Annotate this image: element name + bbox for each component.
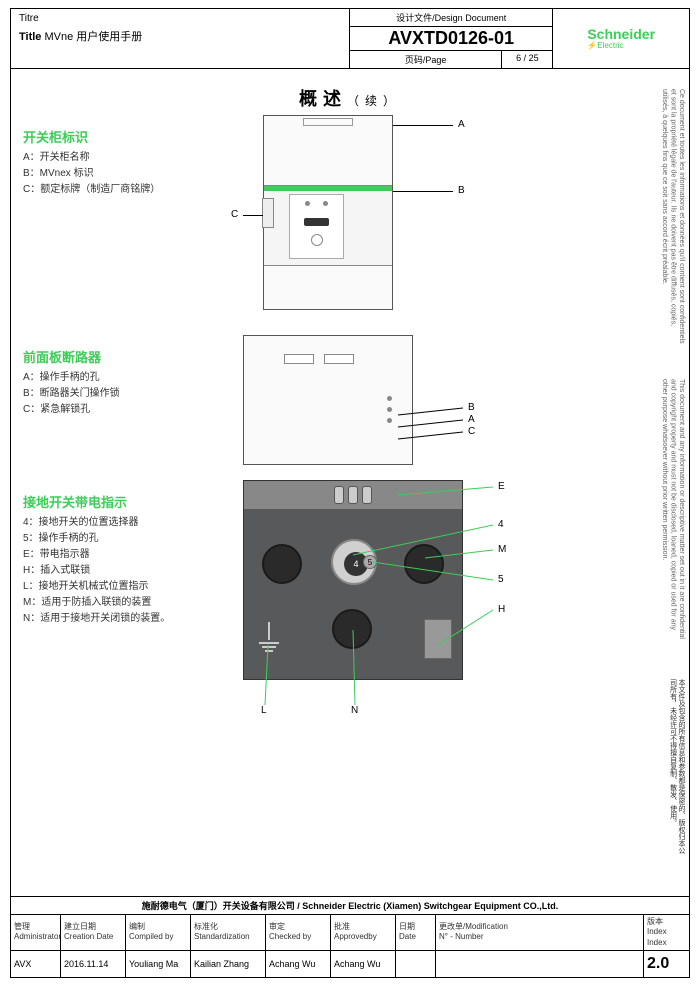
item-list: A：操作手柄的孔 B：断路器关门操作锁 C：紧急解锁孔 xyxy=(23,370,203,418)
section-ground-switch: 接地开关带电指示 4：接地开关的位置选择器 5：操作手柄的孔 E：带电指示器 H… xyxy=(23,480,677,680)
label-A: A xyxy=(458,119,465,130)
item-list: A：开关柜名称 B：MVnex 标识 C：额定标牌（制造厂商铭牌） xyxy=(23,150,203,198)
header-left: Titre Title MVne 用户使用手册 xyxy=(11,9,350,68)
logo-cell: Schneider ⚡Electric xyxy=(553,9,689,68)
side-disclaimer-en: This document and any information or des… xyxy=(660,379,685,639)
section-title: 前面板断路器 xyxy=(23,347,203,366)
section-front-panel: 前面板断路器 A：操作手柄的孔 B：断路器关门操作锁 C：紧急解锁孔 xyxy=(23,335,677,465)
section-cabinet-id: 开关柜标识 A：开关柜名称 B：MVnex 标识 C：额定标牌（制造厂商铭牌） xyxy=(23,115,677,310)
label-A: A xyxy=(468,414,475,425)
label-L: L xyxy=(261,705,267,716)
doc-label: 设计文件/Design Document xyxy=(350,9,552,27)
cabinet-diagram: A B C xyxy=(203,115,677,310)
page-row: 页码/Page 6 / 25 xyxy=(350,50,552,68)
side-disclaimer-fr: Ce document et toutes les informations e… xyxy=(660,89,685,349)
footer: 施耐德电气（厦门）开关设备有限公司 / Schneider Electric (… xyxy=(11,896,689,977)
side-disclaimer-cn: 本文件及包含的所有信息和参数都是保密的、版权归本公司所有，未经许可不得擅自复制、… xyxy=(668,679,685,859)
ground-switch-diagram: 4 5 xyxy=(203,480,677,680)
logo-subtitle: ⚡Electric xyxy=(587,41,655,50)
version: 2.0 xyxy=(647,955,686,973)
section-title: 开关柜标识 xyxy=(23,127,203,146)
main-title: 概述（续） xyxy=(23,85,677,111)
label-C: C xyxy=(468,426,475,437)
title-line: Title MVne 用户使用手册 xyxy=(19,28,341,44)
doc-number: AVXTD0126-01 xyxy=(350,27,552,50)
footer-table-header: 管理Administrator 建立日期Creation Date 编制Comp… xyxy=(11,915,689,950)
label-N: N xyxy=(351,705,358,716)
page-label: 页码/Page xyxy=(350,51,502,68)
header: Titre Title MVne 用户使用手册 设计文件/Design Docu… xyxy=(11,9,689,69)
breaker-diagram: B A C xyxy=(203,335,677,465)
company-name: 施耐德电气（厦门）开关设备有限公司 / Schneider Electric (… xyxy=(11,896,689,915)
label-E: E xyxy=(498,481,505,492)
section-title: 接地开关带电指示 xyxy=(23,492,203,511)
label-H: H xyxy=(498,604,505,615)
item-list: 4：接地开关的位置选择器 5：操作手柄的孔 E：带电指示器 H：插入式联锁 L：… xyxy=(23,515,203,627)
content-area: 概述（续） 开关柜标识 A：开关柜名称 B：MVnex 标识 C：额定标牌（制造… xyxy=(11,69,689,889)
label-B: B xyxy=(468,402,475,413)
footer-table-values: AVX 2016.11.14 Youliang Ma Kailian Zhang… xyxy=(11,950,689,977)
page-frame: Titre Title MVne 用户使用手册 设计文件/Design Docu… xyxy=(10,8,690,978)
label-B: B xyxy=(458,185,465,196)
page-number: 6 / 25 xyxy=(502,51,552,68)
label-4: 4 xyxy=(498,519,504,530)
label-5: 5 xyxy=(498,574,504,585)
label-C: C xyxy=(231,209,238,220)
titre-label: Titre xyxy=(19,13,341,24)
label-M: M xyxy=(498,544,506,555)
schneider-logo: Schneider xyxy=(587,27,655,41)
header-middle: 设计文件/Design Document AVXTD0126-01 页码/Pag… xyxy=(350,9,553,68)
